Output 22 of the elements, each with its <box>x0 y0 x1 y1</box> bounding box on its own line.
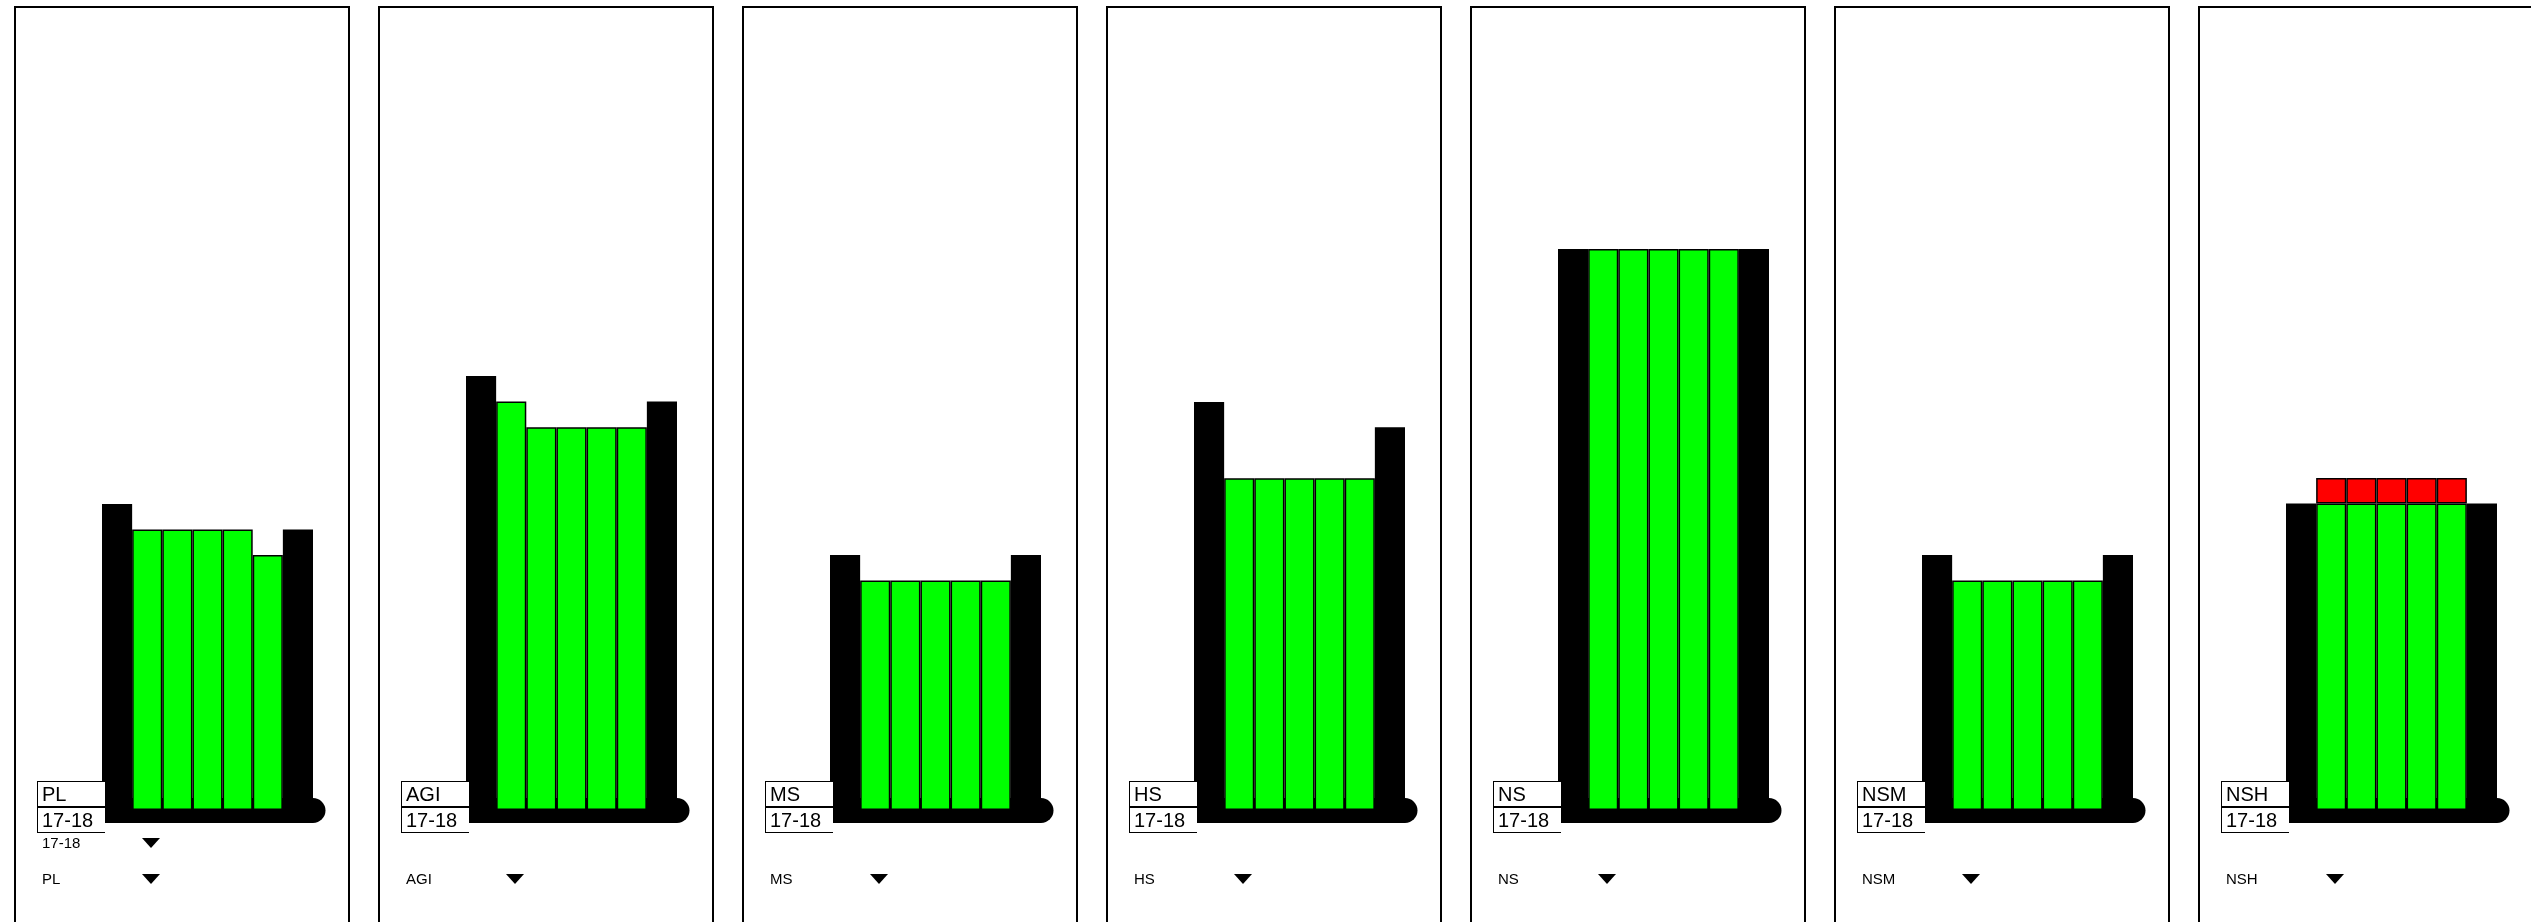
text: AGI <box>406 870 433 887</box>
text: 17-18 <box>765 807 833 833</box>
text: 17-18 <box>1129 807 1197 833</box>
text: 17-18 <box>401 807 469 833</box>
text: NS <box>1493 781 1561 807</box>
text: NS <box>1498 870 1520 887</box>
text: MS <box>765 781 833 807</box>
text: NSH <box>2221 781 2289 807</box>
text: PL <box>37 781 105 807</box>
text: AGI <box>401 781 469 807</box>
text: 17-18 <box>2221 807 2289 833</box>
text: 17-18 <box>37 807 105 833</box>
text: MS <box>770 870 794 887</box>
text: PL <box>42 870 62 887</box>
text: NSM <box>1862 870 1897 887</box>
text: NSM <box>1857 781 1925 807</box>
text: NSH <box>2226 870 2259 887</box>
text: 17-18 <box>1857 807 1925 833</box>
text: HS <box>1129 781 1197 807</box>
text: 17-18 <box>42 834 82 851</box>
text: 17-18 <box>1493 807 1561 833</box>
text: HS <box>1134 870 1156 887</box>
